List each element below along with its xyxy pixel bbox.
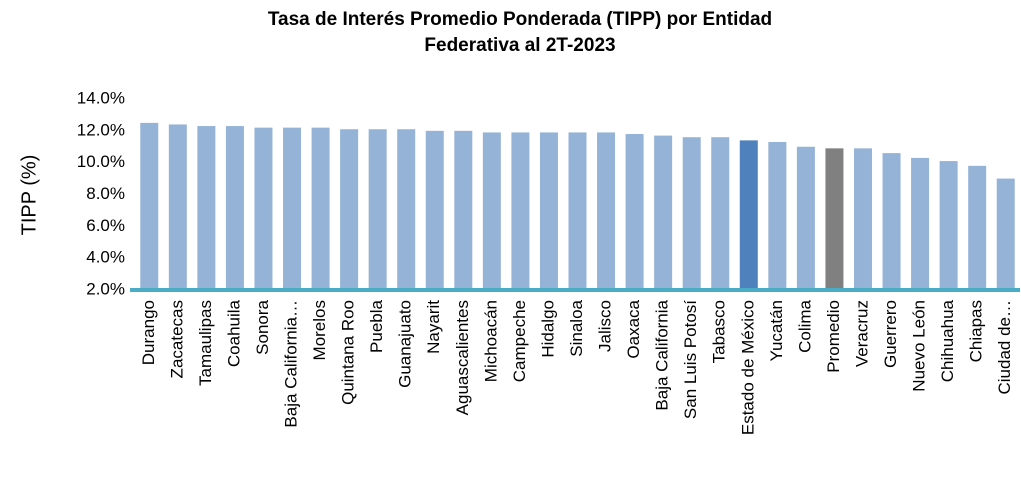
x-tick-label: Tamaulipas <box>196 300 215 386</box>
x-tick-label: Campeche <box>510 300 529 382</box>
x-tick-label: Coahuila <box>224 299 243 367</box>
x-tick-label: Puebla <box>367 299 386 352</box>
bar <box>597 132 616 290</box>
bar <box>739 140 758 290</box>
bar <box>996 178 1015 290</box>
chart-title: Federativa al 2T-2023 <box>424 35 615 56</box>
x-tick-label: San Luis Potosí <box>681 300 700 419</box>
bar <box>511 132 530 290</box>
x-tick-label: Baja California <box>653 299 672 410</box>
bar <box>825 148 844 290</box>
bar <box>368 129 387 290</box>
y-tick-label: 2.0% <box>86 279 125 298</box>
y-tick-label: 12.0% <box>77 120 125 139</box>
bar <box>568 132 587 290</box>
x-tick-label: Aguascalientes <box>453 300 472 415</box>
x-tick-label: Colima <box>795 299 814 352</box>
x-tick-label: Baja California… <box>282 300 301 428</box>
y-axis-label: TIPP (%) <box>18 155 40 236</box>
bar <box>654 135 673 290</box>
bar <box>939 161 958 290</box>
bar <box>397 129 416 290</box>
x-tick-label: Nuevo León <box>910 300 929 392</box>
x-tick-label: Nayarit <box>424 300 443 354</box>
bar <box>168 124 187 290</box>
x-tick-label: Veracruz <box>852 300 871 367</box>
x-tick-label: Chihuahua <box>938 299 957 382</box>
bar <box>311 127 330 291</box>
x-tick-label: Oaxaca <box>624 299 643 358</box>
x-tick-label: Guerrero <box>881 300 900 368</box>
x-tick-label: Ciudad de… <box>995 300 1014 395</box>
x-tick-label: Tabasco <box>710 300 729 363</box>
bar <box>454 130 473 290</box>
y-tick-label: 8.0% <box>86 184 125 203</box>
x-tick-label: Michoacán <box>481 300 500 382</box>
bar <box>911 157 930 290</box>
bar <box>197 126 216 290</box>
bar <box>768 141 787 290</box>
bar <box>425 130 444 290</box>
x-tick-label: Quintana Roo <box>339 300 358 405</box>
bar <box>682 137 701 290</box>
x-tick-label: Sinaloa <box>567 299 586 356</box>
x-tick-label: Hidalgo <box>538 300 557 358</box>
bar <box>625 134 644 290</box>
bar <box>283 127 302 291</box>
bar <box>711 137 730 290</box>
bar <box>225 126 244 290</box>
y-tick-label: 6.0% <box>86 216 125 235</box>
x-tick-label: Yucatán <box>767 300 786 361</box>
bar <box>340 129 359 290</box>
x-tick-label: Zacatecas <box>167 300 186 378</box>
x-tick-label: Chiapas <box>967 300 986 362</box>
x-tick-label: Guanajuato <box>396 300 415 388</box>
bar <box>853 148 872 290</box>
x-tick-label: Durango <box>139 300 158 365</box>
bar <box>882 153 901 290</box>
bar <box>539 132 558 290</box>
x-tick-label: Sonora <box>253 299 272 354</box>
bar <box>482 132 501 290</box>
y-tick-label: 4.0% <box>86 248 125 267</box>
bar <box>140 122 159 290</box>
y-tick-label: 14.0% <box>77 88 125 107</box>
bar <box>254 127 273 291</box>
x-tick-label: Morelos <box>310 300 329 360</box>
x-tick-label: Jalisco <box>596 300 615 352</box>
bar <box>796 146 815 290</box>
bar <box>968 165 987 290</box>
chart-title: Tasa de Interés Promedio Ponderada (TIPP… <box>268 9 772 30</box>
x-tick-label: Promedio <box>824 300 843 373</box>
y-tick-label: 10.0% <box>77 152 125 171</box>
x-tick-label: Estado de México <box>738 300 757 435</box>
